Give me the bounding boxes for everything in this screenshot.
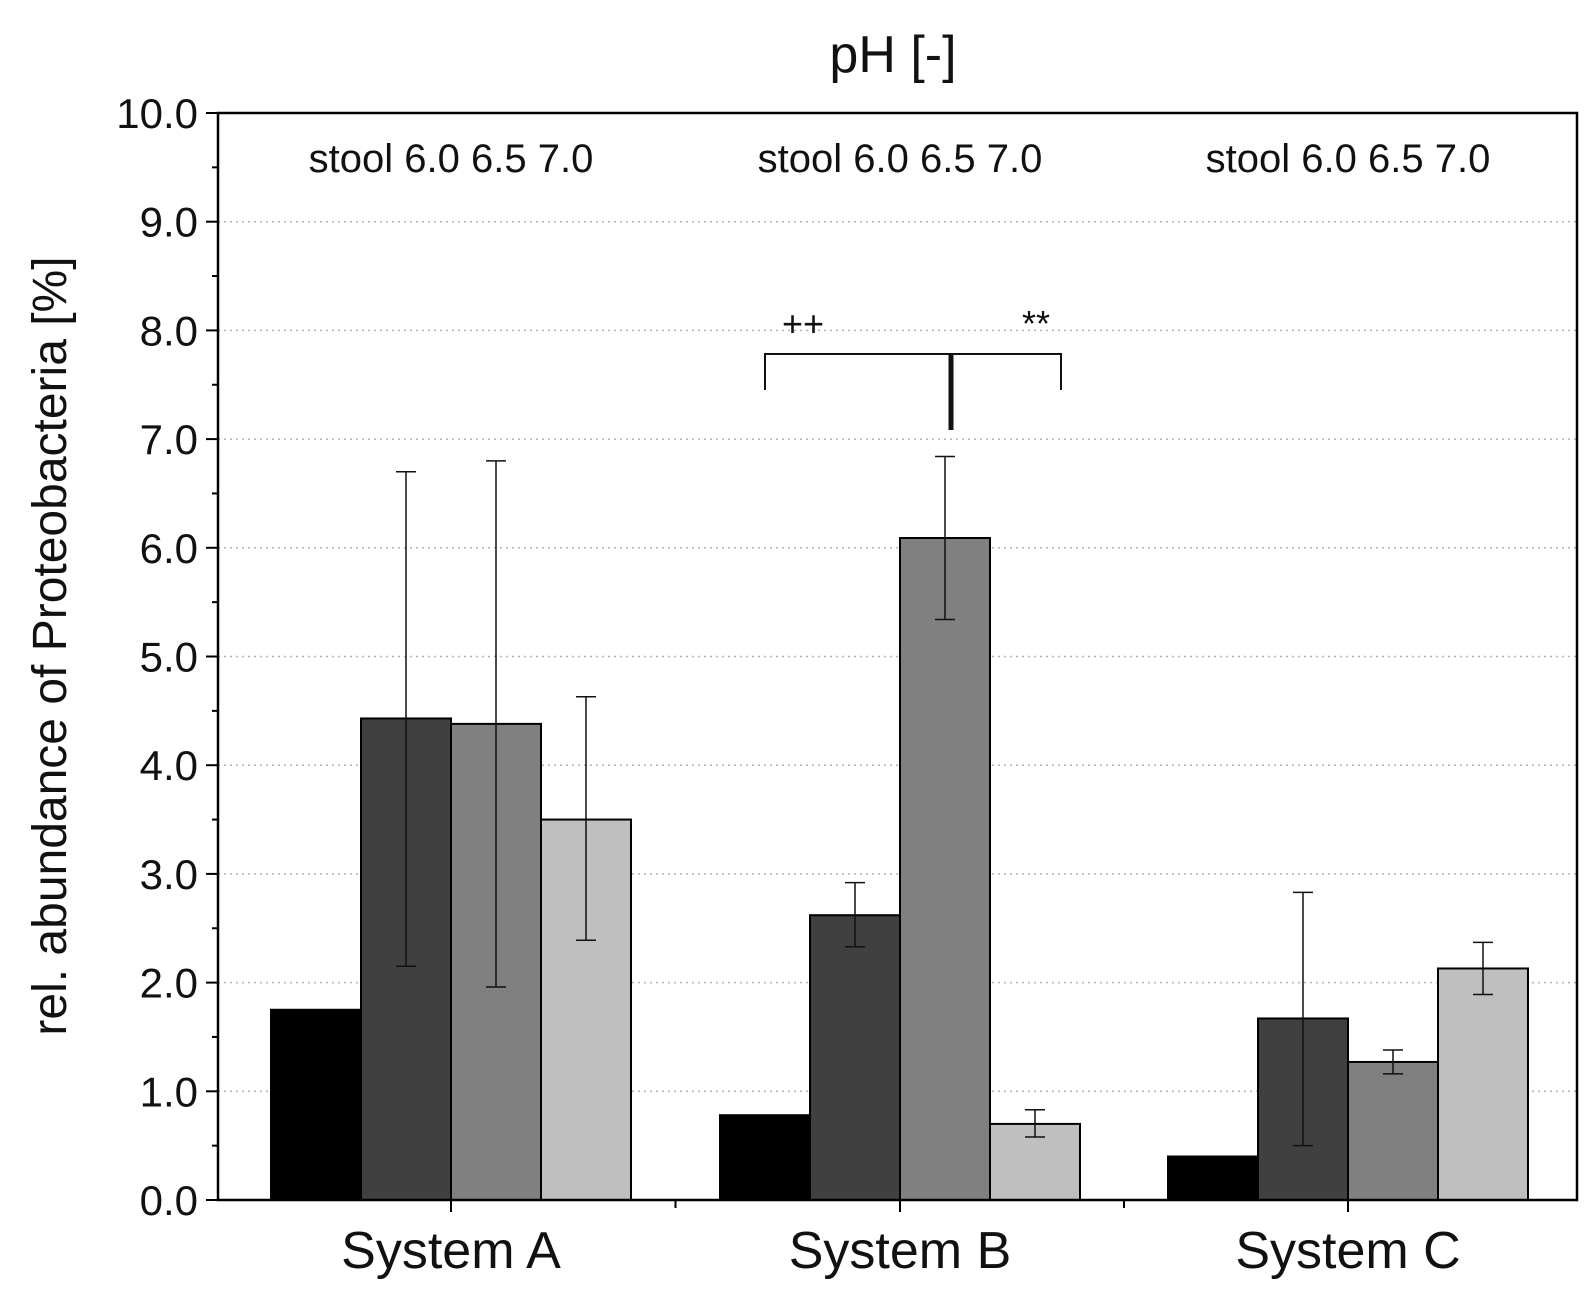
y-tick-label: 7.0 <box>140 416 198 463</box>
error-bar <box>486 460 506 988</box>
series-label-row: stool 6.0 6.5 7.0 <box>758 137 1043 181</box>
bar-system-c-7-0 <box>1437 967 1529 1201</box>
y-axis: 0.0 1.0 2.0 3.0 4.0 5.0 6.0 7.0 8.0 9.0 10.0 <box>116 90 218 1224</box>
bar-system-c-stool <box>1167 1155 1259 1202</box>
error-bar <box>1473 941 1493 996</box>
error-bar <box>1383 1049 1403 1075</box>
error-layer <box>396 455 1493 1147</box>
series-label-row: stool 6.0 6.5 7.0 <box>1206 137 1491 181</box>
series-labels: stool 6.0 6.5 7.0 stool 6.0 6.5 7.0 stool … <box>309 137 1491 181</box>
error-bar <box>845 881 865 948</box>
y-tick-label: 5.0 <box>140 634 198 681</box>
bar-system-c-6-5 <box>1347 1060 1439 1202</box>
error-bar <box>935 455 955 621</box>
significance-annotation: ++ ** <box>764 303 1062 430</box>
annotation-plus: ++ <box>782 303 824 344</box>
bar-layer <box>270 537 1529 1202</box>
x-category-label: System A <box>341 1222 561 1280</box>
error-bar <box>396 470 416 968</box>
y-tick-label: 1.0 <box>140 1068 198 1115</box>
y-tick-label: 9.0 <box>140 199 198 246</box>
significance-bracket <box>764 353 1062 390</box>
y-tick-label: 2.0 <box>140 960 198 1007</box>
y-tick-label: 4.0 <box>140 742 198 789</box>
y-tick-label: 0.0 <box>140 1177 198 1224</box>
chart-title: pH [-] <box>829 26 956 84</box>
x-axis: System A System B System C <box>341 1200 1461 1280</box>
y-tick-label: 8.0 <box>140 307 198 354</box>
annotation-star: ** <box>1022 303 1050 344</box>
error-bar <box>1025 1109 1045 1138</box>
x-category-label: System B <box>789 1222 1012 1280</box>
series-label-row: stool 6.0 6.5 7.0 <box>309 137 594 181</box>
bar-system-b-6-5 <box>899 537 991 1201</box>
y-tick-label: 6.0 <box>140 525 198 572</box>
x-category-label: System C <box>1235 1222 1460 1280</box>
error-bar <box>576 695 596 941</box>
error-bar <box>1293 891 1313 1147</box>
bar-system-a-stool <box>270 1008 362 1202</box>
y-axis-label: rel. abundance of Proteobacteria [%] <box>24 256 77 1035</box>
bar-system-b-6-0 <box>809 914 901 1201</box>
y-tick-label: 3.0 <box>140 851 198 898</box>
bar-system-b-stool <box>719 1114 811 1201</box>
y-tick-label: 10.0 <box>116 90 198 137</box>
